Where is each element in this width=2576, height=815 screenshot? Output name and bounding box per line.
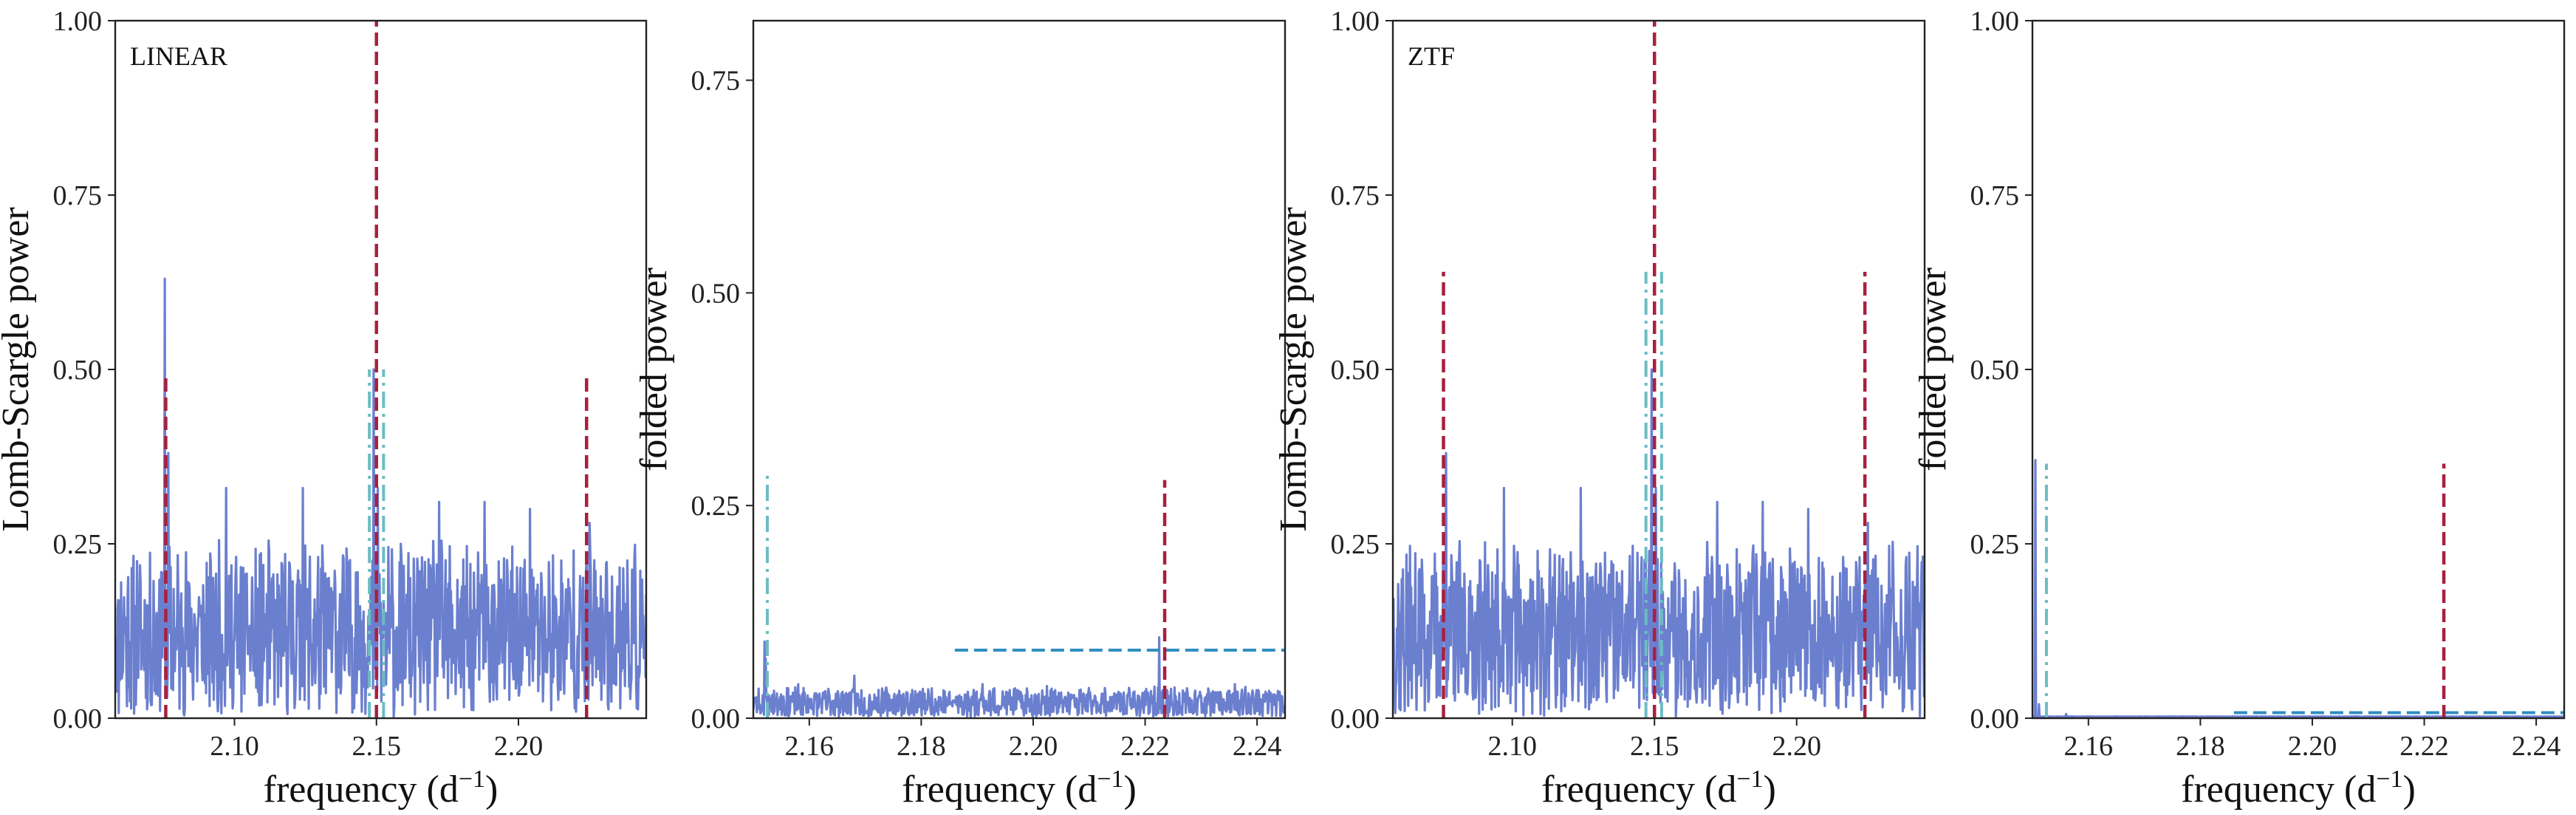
x-tick-label: 2.22 [2399,731,2449,762]
periodogram-line [2032,459,2564,718]
x-axis-label: frequency (d−1) [2181,765,2416,811]
y-axis-label: folded power [1912,267,1954,471]
plot-area [753,475,1285,718]
periodogram-line [115,277,646,718]
x-axis-label: frequency (d−1) [264,765,499,811]
x-tick-label: 2.20 [1009,731,1058,762]
axes-frame [752,19,1287,720]
x-tick-label: 2.10 [1487,731,1537,762]
x-tick-label: 2.22 [1120,731,1170,762]
x-tick-label: 2.18 [897,731,946,762]
plot-area [1393,21,1925,718]
chart-panel-4: 0.00 0.25 0.50 0.75 1.00 2.16 2.18 2.20 2.22 2.24… [1912,6,2566,811]
y-tick-label: 0.00 [1331,703,1380,734]
plot-area [2032,459,2564,718]
periodogram-line [753,636,1285,718]
y-tick-label: 0.50 [53,355,103,386]
chart-panel-1: 0.00 0.25 0.50 0.75 1.00 2.10 2.15 2.20frequenc… [0,6,648,811]
y-axis-label: Lomb-Scargle power [1272,207,1315,531]
y-tick-label: 0.25 [1331,529,1380,560]
chart-panel-3: 0.00 0.25 0.50 0.75 1.00 2.10 2.15 2.20frequenc… [1272,6,1926,811]
x-tick-label: 2.20 [2288,731,2337,762]
y-tick-label: 1.00 [1970,6,2020,37]
panel-label: LINEAR [130,41,227,71]
y-tick-label: 0.25 [53,529,103,560]
y-tick-label: 0.50 [691,278,741,309]
x-tick-label: 2.10 [210,731,259,762]
periodogram-line [1393,368,1925,718]
x-tick-label: 2.15 [352,731,401,762]
y-tick-label: 0.25 [1970,529,2020,560]
y-tick-label: 0.75 [53,180,103,211]
y-tick-label: 1.00 [53,6,103,37]
y-axis-label: folded power [633,267,675,471]
y-axis-label: Lomb-Scargle power [0,207,37,531]
y-tick-label: 0.50 [1970,355,2020,386]
y-tick-label: 0.00 [1970,703,2020,734]
x-tick-label: 2.18 [2176,731,2225,762]
x-tick-label: 2.24 [2512,731,2561,762]
panel-label: ZTF [1408,41,1455,71]
x-tick-label: 2.15 [1630,731,1679,762]
x-tick-label: 2.16 [785,731,835,762]
x-tick-label: 2.20 [494,731,544,762]
x-axis-label: frequency (d−1) [1541,765,1776,811]
y-tick-label: 0.75 [691,66,741,97]
y-tick-label: 1.00 [1331,6,1380,37]
chart-panel-2: 0.00 0.25 0.50 0.75 2.16 2.18 2.20 2.22 2.24 freq… [633,19,1287,811]
y-tick-label: 0.75 [1331,180,1380,211]
y-tick-label: 0.50 [1331,355,1380,386]
x-axis-label: frequency (d−1) [902,765,1137,811]
y-tick-label: 0.00 [53,703,103,734]
y-tick-label: 0.00 [691,703,741,734]
y-tick-label: 0.75 [1970,180,2020,211]
x-tick-label: 2.20 [1772,731,1821,762]
axes-frame [2031,19,2566,720]
plot-area [115,21,646,718]
x-tick-label: 2.16 [2064,731,2114,762]
y-tick-label: 0.25 [691,491,741,522]
x-tick-label: 2.24 [1233,731,1282,762]
